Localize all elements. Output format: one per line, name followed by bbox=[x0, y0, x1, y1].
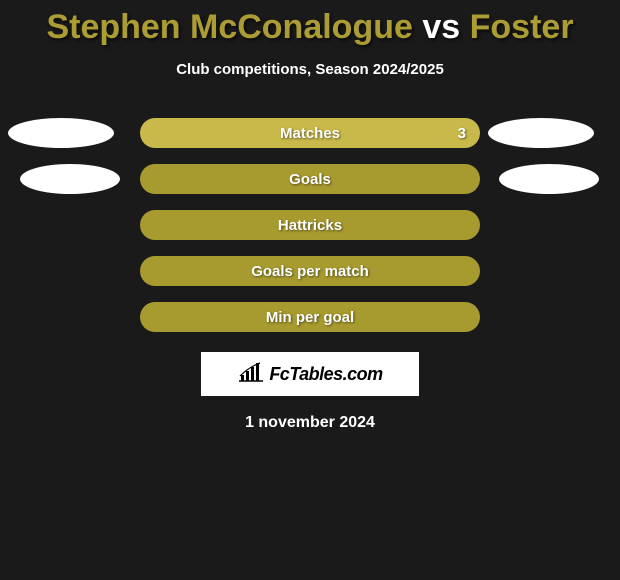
stat-row: Matches 3 bbox=[0, 118, 620, 148]
stat-label: Min per goal bbox=[266, 309, 354, 326]
stat-row: Min per goal bbox=[0, 302, 620, 332]
stat-row: Goals bbox=[0, 164, 620, 194]
comparison-title: Stephen McConalogue vs Foster bbox=[0, 0, 620, 47]
logo-text: FcTables.com bbox=[269, 364, 382, 385]
stat-row: Goals per match bbox=[0, 256, 620, 286]
left-ellipse bbox=[20, 164, 120, 194]
stat-value-right: 3 bbox=[458, 125, 466, 142]
stat-pill: Min per goal bbox=[140, 302, 480, 332]
date-text: 1 november 2024 bbox=[0, 414, 620, 432]
left-ellipse bbox=[8, 118, 114, 148]
chart-bars-icon bbox=[237, 361, 265, 388]
vs-text: vs bbox=[422, 8, 460, 46]
right-ellipse bbox=[488, 118, 594, 148]
stat-label: Hattricks bbox=[278, 217, 342, 234]
player2-name: Foster bbox=[470, 8, 574, 46]
stat-row: Hattricks bbox=[0, 210, 620, 240]
stat-pill: Goals bbox=[140, 164, 480, 194]
stat-label: Goals per match bbox=[251, 263, 369, 280]
right-ellipse bbox=[499, 164, 599, 194]
stat-label: Matches bbox=[280, 125, 340, 142]
stat-label: Goals bbox=[289, 171, 331, 188]
stat-pill: Hattricks bbox=[140, 210, 480, 240]
logo-box: FcTables.com bbox=[201, 352, 419, 396]
subtitle: Club competitions, Season 2024/2025 bbox=[0, 61, 620, 78]
player1-name: Stephen McConalogue bbox=[46, 8, 412, 46]
stats-container: Matches 3 Goals Hattricks Goals per match Min… bbox=[0, 118, 620, 332]
stat-pill: Matches 3 bbox=[140, 118, 480, 148]
stat-pill: Goals per match bbox=[140, 256, 480, 286]
